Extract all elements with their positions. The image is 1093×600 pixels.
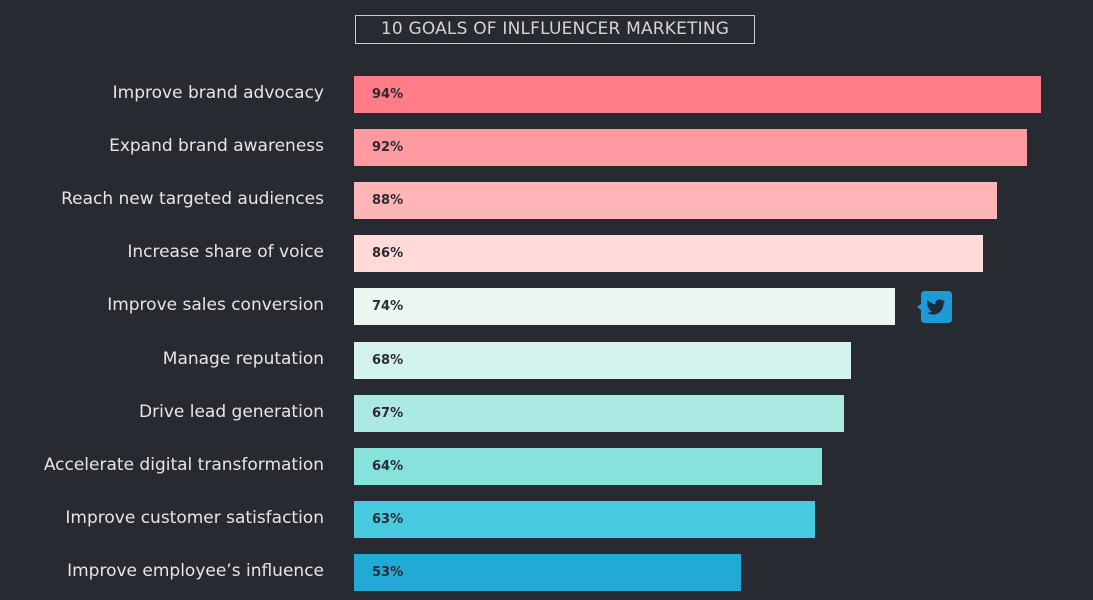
bar	[354, 500, 815, 538]
bar	[354, 553, 742, 591]
bar-value-label: 88%	[372, 193, 404, 209]
bar	[354, 341, 852, 379]
category-label: Increase share of voice	[127, 242, 324, 263]
category-label: Improve sales conversion	[107, 295, 324, 316]
category-label: Improve employee’s influence	[67, 560, 324, 581]
bar-value-label: 63%	[372, 511, 404, 527]
bar	[354, 129, 1027, 167]
bar	[354, 288, 895, 326]
category-label: Accelerate digital transformation	[43, 454, 324, 475]
category-label: Improve customer satisfaction	[65, 507, 324, 528]
bar-value-label: 94%	[372, 87, 404, 102]
bar	[354, 182, 998, 220]
category-label: Improve brand advocacy	[112, 83, 324, 103]
bar	[354, 447, 822, 485]
bar	[354, 394, 844, 432]
category-label: Drive lead generation	[139, 401, 324, 422]
category-label: Reach new targeted audiences	[61, 189, 324, 210]
chart-title: 10 GOALS OF INLFLUENCER MARKETING	[355, 15, 755, 44]
bar-value-label: 53%	[372, 564, 404, 580]
bar-value-label: 64%	[372, 458, 404, 474]
bar-value-label: 67%	[372, 405, 404, 421]
category-label: Expand brand awareness	[109, 136, 324, 157]
category-label: Manage reputation	[162, 348, 324, 369]
bar-value-label: 74%	[372, 299, 404, 315]
bar-value-label: 68%	[372, 352, 404, 368]
bar	[354, 235, 983, 273]
bar-value-label: 92%	[372, 140, 404, 156]
bar	[354, 76, 1042, 113]
twitter-icon	[927, 299, 945, 315]
twitter-share-button[interactable]	[916, 291, 952, 323]
bar-value-label: 86%	[372, 246, 404, 262]
